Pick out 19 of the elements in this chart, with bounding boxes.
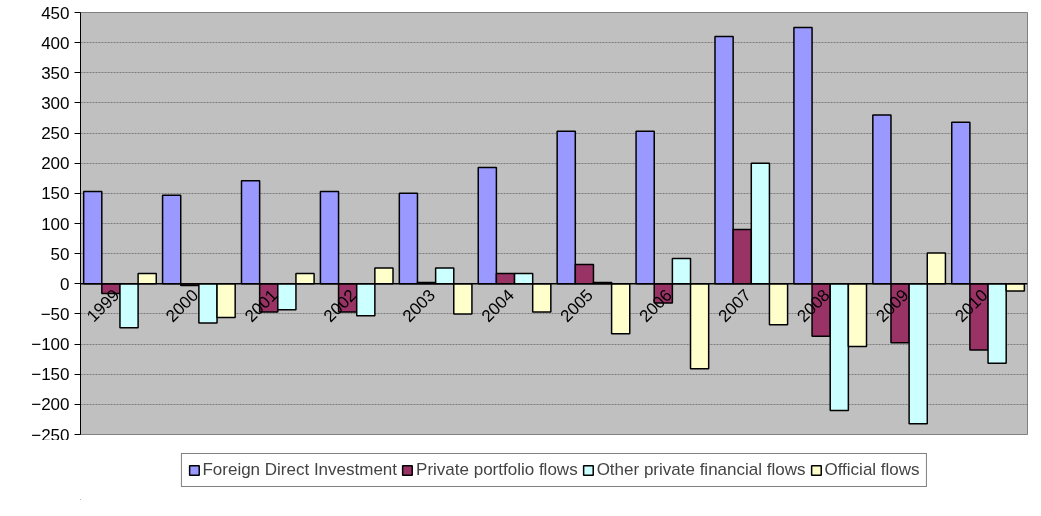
y-tick-label: −200: [31, 395, 70, 415]
y-tick-label: 450: [41, 3, 70, 23]
y-tick-label: −100: [31, 335, 70, 355]
y-tick-label: −250: [31, 425, 70, 445]
y-tick-label: −150: [31, 365, 70, 385]
y-tick-label: 0: [60, 274, 70, 294]
y-tick-label: 250: [41, 124, 70, 144]
y-tick-label: −50: [40, 304, 70, 324]
legend-label: Private portfolio flows: [416, 460, 578, 480]
legend-label: Other private financial flows: [596, 460, 806, 480]
y-tick-label: 350: [41, 63, 70, 83]
y-tick-label: 50: [50, 244, 70, 264]
y-tick-label: 150: [41, 184, 70, 204]
y-tick-label: 400: [41, 33, 70, 53]
y-tick-label: 300: [41, 93, 70, 113]
legend-label: Foreign Direct Investment: [202, 460, 398, 480]
y-tick-label: 200: [41, 154, 70, 174]
y-tick-label: 100: [41, 214, 70, 234]
legend-label: Official flows: [824, 460, 920, 480]
